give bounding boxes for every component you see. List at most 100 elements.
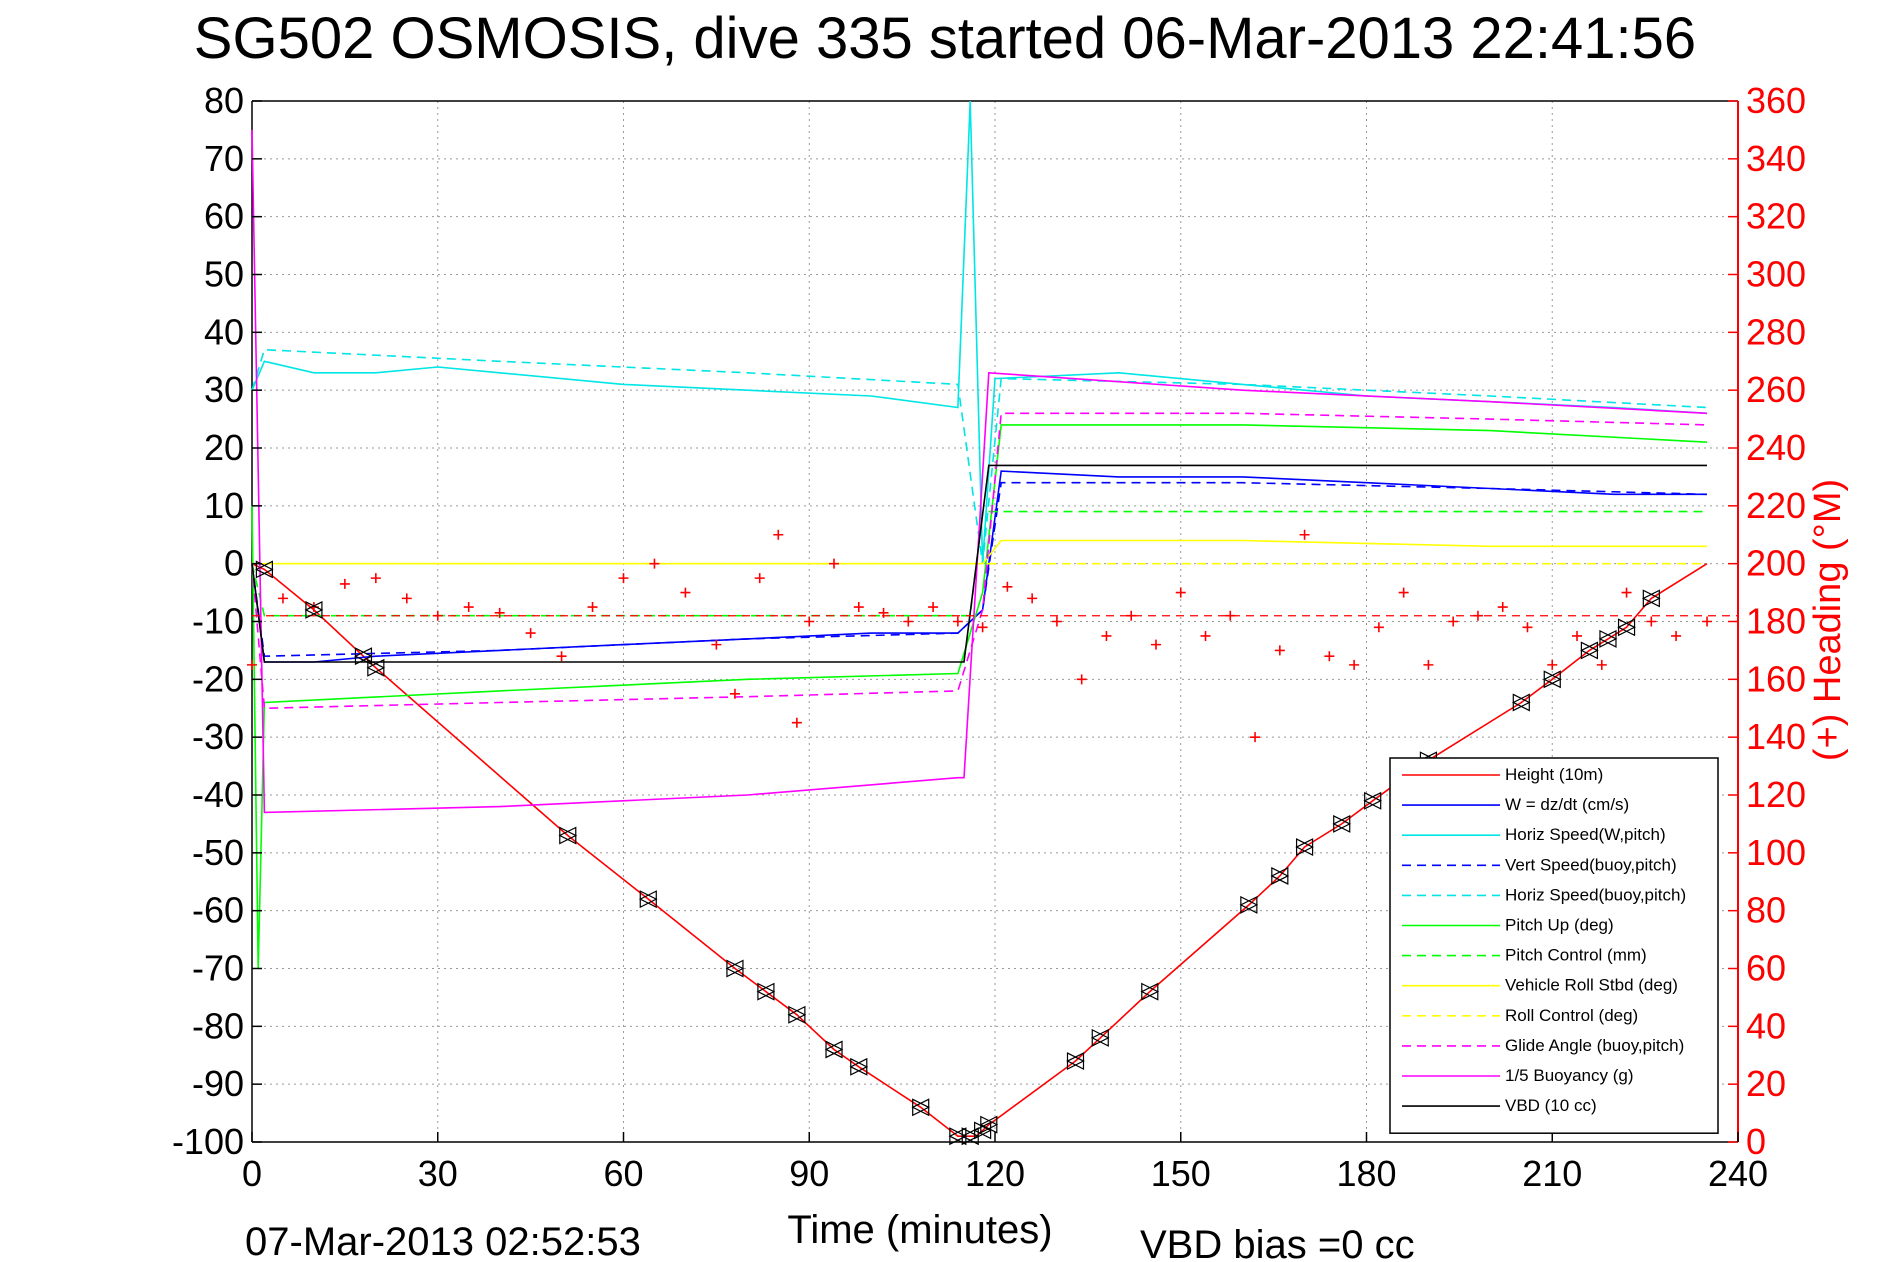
series-line [251,464,1707,663]
heading-point [1472,610,1483,621]
series-layer [251,100,1708,1137]
y-right-tick-label: 60 [1746,948,1786,989]
y-right-tick-label: 180 [1746,601,1806,642]
y-tick-label: 20 [204,427,244,468]
heading-point [1646,616,1657,627]
series-line [251,510,1707,617]
heading-point [1702,616,1713,627]
heading-point [277,593,288,604]
direction-marker [1617,618,1636,637]
direction-marker [979,1115,998,1134]
heading-point [1027,593,1038,604]
heading-point [587,602,598,613]
x-axis-ticks: 0 30 60 90 120 150 180 210 240 [242,1132,1768,1194]
direction-marker [1066,1052,1085,1071]
heading-point [247,659,257,670]
y-tick-label: 80 [204,80,244,121]
direction-marker [1090,1028,1109,1047]
series-line [251,412,1708,710]
legend: Height (10m) W = dz/dt (cm/s) Horiz Speed(… [1389,757,1719,1134]
heading-point [977,622,988,633]
heading-point [1324,651,1335,662]
heading-point [1250,732,1261,743]
y-right-tick-label: 160 [1746,658,1806,699]
x-tick-label: 240 [1708,1153,1768,1194]
y-right-tick-label: 260 [1746,369,1806,410]
direction-markers [255,560,1661,1146]
heading-point [878,607,889,618]
heading-point [680,587,691,598]
direction-marker [1239,895,1258,914]
direction-marker [849,1057,868,1076]
direction-marker [1295,838,1314,857]
direction-marker [1580,641,1598,660]
heading-point [1126,610,1137,621]
legend-entry: Vehicle Roll Stbd (deg) [1505,976,1678,995]
heading-point [525,628,536,639]
legend-entry: W = dz/dt (cm/s) [1505,795,1629,814]
y-right-tick-label: 0 [1746,1121,1766,1162]
y-right-tick-label: 200 [1746,543,1806,584]
heading-point [1398,587,1409,598]
heading-point [1101,630,1112,641]
heading-point [1547,659,1558,670]
y-axis-right-label: (+) Heading (°M) [1807,479,1849,761]
y-right-tick-label: 300 [1746,254,1806,295]
legend-entry: 1/5 Buoyancy (g) [1505,1066,1634,1085]
direction-marker [354,647,373,666]
heading-point [903,616,914,627]
heading-point [773,529,784,540]
y-axis-right-ticks: 3603403203002802602402202001801601401201… [1728,80,1806,1162]
heading-point [1373,622,1384,633]
direction-marker [824,1040,843,1059]
direction-marker [1511,693,1530,712]
heading-layer [247,529,1738,743]
chart-title: SG502 OSMOSIS, dive 335 started 06-Mar-2… [194,6,1696,71]
direction-marker [366,658,385,677]
vbd-bias-footer: VBD bias =0 cc [1140,1223,1415,1262]
legend-entry: VBD (10 cc) [1505,1096,1597,1115]
heading-point [1051,616,1062,627]
y-right-tick-label: 120 [1746,774,1806,815]
legend-entry: Horiz Speed(W,pitch) [1505,825,1666,844]
series-line [251,348,1708,564]
timestamp-footer: 07-Mar-2013 02:52:53 [245,1220,641,1262]
heading-point [1522,622,1533,633]
y-tick-label: -20 [192,658,244,699]
y-tick-label: 30 [204,369,244,410]
heading-point [1175,587,1186,598]
direction-marker [1598,629,1617,648]
y-tick-label: 0 [224,543,244,584]
heading-point [432,610,443,621]
y-tick-label: 40 [204,311,244,352]
y-right-tick-label: 20 [1746,1063,1786,1104]
legend-entry: Pitch Up (deg) [1505,916,1614,935]
direction-marker [948,1127,967,1146]
series-line [251,129,1708,814]
y-right-tick-label: 340 [1746,138,1806,179]
heading-point [1076,674,1087,685]
heading-point [754,573,765,584]
heading-point [339,578,350,589]
y-right-tick-label: 240 [1746,427,1806,468]
x-tick-label: 30 [418,1153,458,1194]
direction-marker [638,890,657,909]
y-right-tick-label: 100 [1746,832,1806,873]
x-tick-label: 90 [789,1153,829,1194]
y-tick-label: 60 [204,196,244,237]
series-line [252,539,1707,565]
heading-point [791,717,802,728]
y-right-tick-label: 220 [1746,485,1806,526]
direction-marker [255,560,273,579]
x-axis-label: Time (minutes) [787,1208,1052,1252]
heading-point [928,602,939,613]
x-tick-label: 60 [603,1153,643,1194]
heading-point [853,602,864,613]
series-line [251,424,1708,969]
direction-marker [1332,814,1351,833]
x-tick-label: 0 [242,1153,262,1194]
direction-marker [911,1098,930,1117]
direction-marker [304,600,323,619]
direction-marker [1270,866,1289,885]
legend-box [1389,757,1719,1134]
